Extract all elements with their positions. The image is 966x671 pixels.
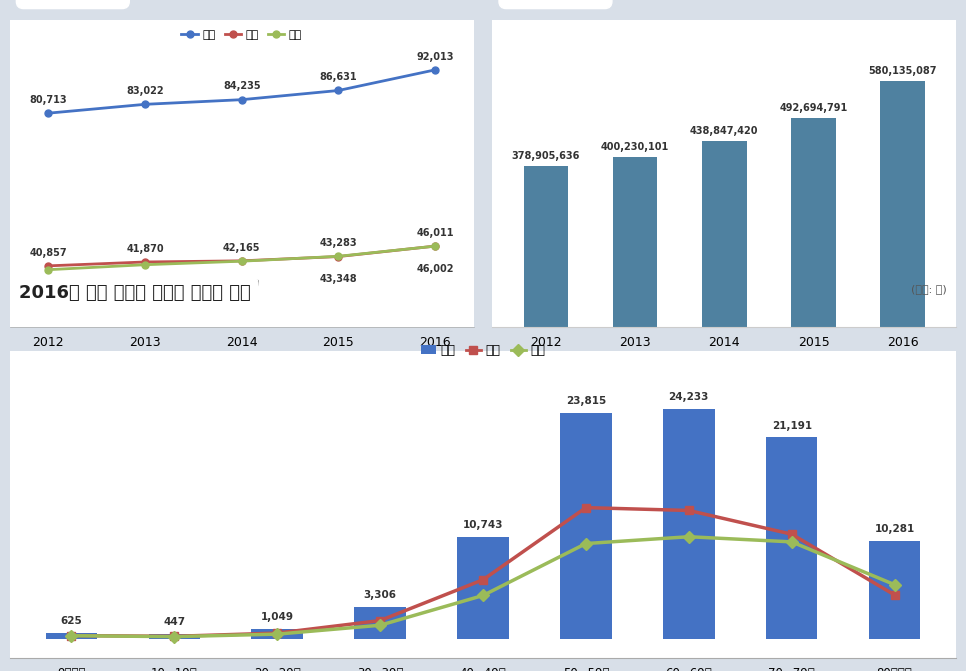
Text: 447: 447 — [163, 617, 185, 627]
Text: 400,230,101: 400,230,101 — [601, 142, 669, 152]
Bar — [791, 118, 836, 327]
Text: 92,013: 92,013 — [416, 52, 454, 62]
Text: 43,348: 43,348 — [320, 274, 357, 285]
Text: 83,022: 83,022 — [127, 86, 164, 96]
Text: 21,191: 21,191 — [772, 421, 811, 431]
Legend: 전체, 남자, 여자: 전체, 남자, 여자 — [177, 25, 306, 44]
Bar — [45, 633, 98, 639]
Bar — [560, 413, 611, 639]
Text: 580,135,087: 580,135,087 — [868, 66, 937, 76]
Text: 42,070: 42,070 — [223, 279, 261, 289]
Text: 492,694,791: 492,694,791 — [780, 103, 848, 113]
Text: 2016년 성별 연령별 뇌출혈 환자수 분포: 2016년 성별 연령별 뇌출혈 환자수 분포 — [19, 284, 251, 302]
Text: 41,870: 41,870 — [127, 244, 164, 254]
Bar — [149, 634, 200, 639]
Bar — [612, 158, 658, 327]
Bar — [766, 437, 817, 639]
Text: 39,856: 39,856 — [30, 288, 68, 298]
Bar — [251, 629, 303, 639]
Text: 23,815: 23,815 — [566, 396, 606, 406]
Text: 10,281: 10,281 — [874, 524, 915, 534]
Text: 뇌출혈 환자수 추이: 뇌출혈 환자수 추이 — [23, 0, 122, 1]
Bar — [355, 607, 406, 639]
Bar — [880, 81, 925, 327]
Bar — [524, 166, 568, 327]
Text: 46,002: 46,002 — [416, 264, 454, 274]
Text: 438,847,420: 438,847,420 — [690, 125, 758, 136]
Text: 84,235: 84,235 — [223, 81, 261, 91]
Text: 24,233: 24,233 — [668, 392, 709, 402]
Text: 43,283: 43,283 — [320, 238, 357, 248]
Text: 42,165: 42,165 — [223, 242, 261, 252]
Text: 80,713: 80,713 — [30, 95, 68, 105]
Text: 1,049: 1,049 — [261, 612, 294, 622]
Text: 41,152: 41,152 — [127, 282, 164, 293]
Text: 3,306: 3,306 — [363, 590, 397, 601]
Text: 46,011: 46,011 — [416, 227, 454, 238]
Text: 378,905,636: 378,905,636 — [512, 151, 580, 161]
Text: 86,631: 86,631 — [320, 72, 357, 82]
Bar — [663, 409, 715, 639]
Text: 뇌출혈 진료비 추이: 뇌출혈 진료비 추이 — [506, 0, 605, 1]
Text: (단위: 명): (단위: 명) — [911, 284, 947, 294]
Text: 625: 625 — [61, 616, 82, 626]
Text: 10,743: 10,743 — [463, 520, 503, 529]
Bar — [457, 537, 509, 639]
Legend: 전체, 남자, 여자: 전체, 남자, 여자 — [415, 339, 551, 362]
Bar — [702, 141, 747, 327]
Bar — [868, 541, 921, 639]
Text: 40,857: 40,857 — [30, 248, 68, 258]
